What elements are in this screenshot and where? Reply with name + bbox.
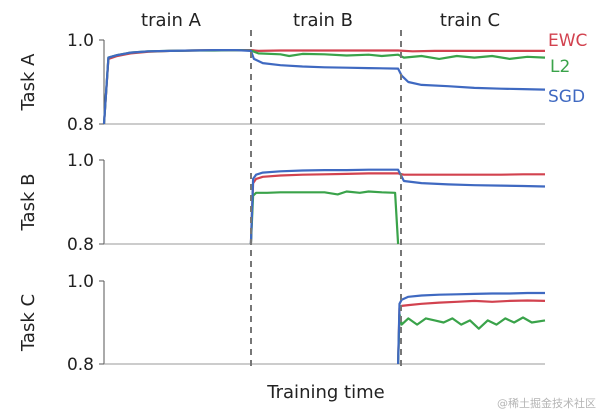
y-tick-label: 1.0: [67, 272, 94, 292]
series-line-sgd-3: [397, 291, 545, 365]
y-axis-label: Task B: [18, 174, 39, 232]
y-axis-label: Task A: [18, 53, 39, 112]
series-line-ewc-3: [397, 299, 546, 365]
phase-label-a: train A: [141, 10, 202, 31]
series-line-sgd-2: [249, 168, 546, 245]
panel-1: 1.0 0.8 Task A: [18, 31, 546, 135]
legend-ewc: EWC: [548, 31, 587, 51]
series-line-ewc-2: [249, 172, 545, 245]
y-tick-label: 0.8: [67, 355, 94, 375]
phase-label-b: train B: [293, 10, 353, 31]
y-tick-label: 1.0: [67, 151, 94, 171]
series-line-l2-3: [397, 313, 546, 365]
legend: EWC L2 SGD: [548, 31, 587, 107]
panels: 1.0 0.8 Task A 1.0 0.8 Task B 1.0 0.8 Task C: [18, 31, 546, 375]
phase-labels: train A train B train C: [141, 10, 500, 31]
watermark: @稀土掘金技术社区: [497, 397, 596, 410]
y-tick-label: 0.8: [67, 115, 94, 135]
series-line-sgd-1: [102, 48, 546, 125]
panel-3: 1.0 0.8 Task C: [18, 272, 546, 375]
y-axis-label: Task C: [18, 294, 39, 352]
y-tick-label: 0.8: [67, 235, 94, 255]
legend-sgd: SGD: [548, 87, 585, 107]
series-line-l2-2: [249, 190, 400, 245]
y-tick-label: 1.0: [67, 31, 94, 51]
legend-l2: L2: [550, 57, 570, 77]
x-axis-label: Training time: [266, 382, 384, 403]
phase-label-c: train C: [440, 10, 500, 31]
panel-2: 1.0 0.8 Task B: [18, 151, 546, 255]
